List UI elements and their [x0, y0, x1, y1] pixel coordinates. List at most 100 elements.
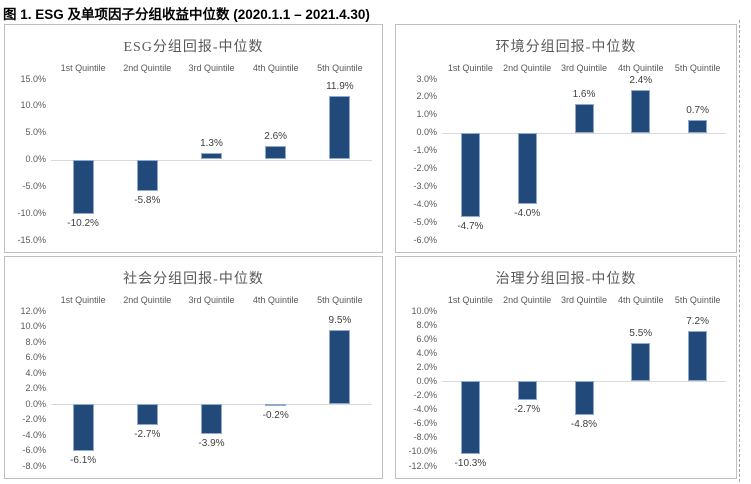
bar [461, 381, 480, 455]
y-tick-label: 12.0% [20, 305, 46, 316]
bar [631, 342, 650, 382]
chart-panel-governance: 治理分组回报-中位数 1st Quintile 2nd Quintile 3rd Qu… [395, 256, 737, 479]
y-tick-label: -2.0% [22, 414, 46, 424]
y-tick-label: -4.0% [413, 404, 437, 415]
category-label: 3rd Quintile [188, 295, 235, 305]
data-label: -3.9% [198, 438, 225, 450]
y-tick-label: 10.0% [411, 305, 437, 316]
y-tick-label: -8.0% [22, 460, 46, 471]
y-tick-label: 6.0% [416, 333, 437, 344]
bar [137, 159, 158, 191]
y-tick-label: -5.0% [413, 216, 437, 227]
chart-title: 治理分组回报-中位数 [495, 272, 637, 287]
y-tick-label: 4.0% [25, 367, 46, 378]
y-tick-label: 8.0% [416, 319, 437, 330]
zero-axis-line [442, 132, 726, 134]
bar [575, 381, 594, 416]
y-tick-label: 2.0% [416, 91, 437, 102]
category-label: 5th Quintile [317, 295, 363, 305]
category-label: 2nd Quintile [123, 295, 172, 305]
category-label: 1st Quintile [447, 63, 493, 73]
category-label: 5th Quintile [317, 63, 363, 73]
category-label: 5th Quintile [674, 295, 721, 305]
bar [631, 89, 650, 133]
category-label: 1st Quintile [60, 63, 106, 73]
chart-title: 环境分组回报-中位数 [495, 40, 637, 55]
y-tick-label: 0.0% [416, 127, 437, 138]
y-tick-label: 0.0% [25, 398, 46, 409]
bar [265, 404, 286, 406]
y-tick-label: -12.0% [408, 460, 437, 471]
y-tick-label: 0.0% [25, 154, 46, 164]
category-label: 2nd Quintile [123, 63, 172, 73]
data-label: -10.3% [454, 458, 487, 470]
page-margin-guide [739, 20, 740, 482]
data-label: 2.4% [629, 74, 653, 86]
data-label: -0.2% [262, 409, 289, 421]
data-label: 9.5% [328, 315, 352, 327]
category-label: 4th Quintile [618, 295, 664, 305]
y-tick-label: 6.0% [25, 352, 46, 362]
data-label: -2.7% [134, 428, 161, 440]
data-label: 7.2% [686, 315, 709, 327]
category-label: 2nd Quintile [503, 63, 552, 73]
y-tick-label: 0.0% [416, 375, 437, 386]
bar [137, 404, 158, 425]
y-tick-label: -8.0% [413, 432, 437, 443]
bar [688, 330, 707, 382]
bar [73, 159, 94, 215]
data-label: 11.9% [326, 80, 354, 92]
data-label: 5.5% [629, 327, 653, 339]
bar [201, 152, 222, 160]
y-tick-label: 4.0% [416, 347, 437, 358]
chart-panel-environment: 环境分组回报-中位数 1st Quintile 2nd Quintile 3rd Qu… [395, 24, 737, 253]
data-label: -4.8% [570, 419, 598, 431]
bar [518, 381, 537, 401]
y-tick-label: 15.0% [20, 73, 46, 84]
bar [575, 104, 594, 133]
chart-panel-esg: ESG分组回报-中位数 1st Quintile 2nd Quintile 3rd Q… [4, 24, 383, 253]
y-tick-label: 8.0% [25, 336, 46, 347]
y-tick-label: -2.0% [413, 162, 437, 173]
data-label: -4.0% [514, 208, 541, 220]
category-label: 4th Quintile [252, 63, 299, 73]
bar [688, 120, 707, 133]
figure-title: 图 1. ESG 及单项因子分组收益中位数 (2020.1.1 – 2021.4… [3, 7, 370, 22]
data-label: 0.7% [686, 105, 709, 117]
y-tick-label: -4.0% [22, 429, 46, 440]
bar [329, 95, 350, 160]
category-label: 4th Quintile [252, 295, 299, 305]
chart-title: ESG分组回报-中位数 [123, 40, 264, 55]
category-label: 3rd Quintile [560, 63, 607, 73]
y-tick-label: -5.0% [22, 180, 46, 191]
data-label: -6.1% [70, 455, 97, 467]
y-tick-label: 5.0% [25, 127, 46, 138]
y-tick-label: 2.0% [25, 383, 46, 393]
y-tick-label: -4.0% [413, 198, 437, 209]
data-label: -5.8% [134, 194, 161, 206]
y-tick-label: -10.0% [408, 446, 437, 457]
bar [329, 330, 350, 404]
category-label: 3rd Quintile [560, 295, 607, 305]
y-tick-label: -2.0% [413, 390, 437, 401]
y-tick-label: -1.0% [413, 145, 437, 156]
category-label: 4th Quintile [618, 63, 664, 73]
bar [73, 404, 94, 452]
zero-axis-line [51, 159, 372, 161]
data-label: 1.6% [572, 89, 596, 101]
bar [461, 132, 480, 217]
data-label: -4.7% [457, 220, 484, 232]
y-tick-label: 2.0% [416, 361, 437, 372]
category-label: 1st Quintile [447, 295, 493, 305]
y-tick-label: -15.0% [17, 234, 46, 245]
y-tick-label: 3.0% [416, 73, 437, 84]
bar [518, 132, 537, 205]
category-label: 1st Quintile [60, 295, 106, 305]
y-tick-label: 10.0% [20, 100, 46, 111]
bar [201, 404, 222, 435]
data-label: 1.3% [200, 137, 223, 149]
y-tick-label: -3.0% [413, 180, 437, 191]
data-label: -10.2% [67, 218, 99, 230]
category-label: 3rd Quintile [188, 63, 235, 73]
y-tick-label: -6.0% [413, 234, 437, 245]
